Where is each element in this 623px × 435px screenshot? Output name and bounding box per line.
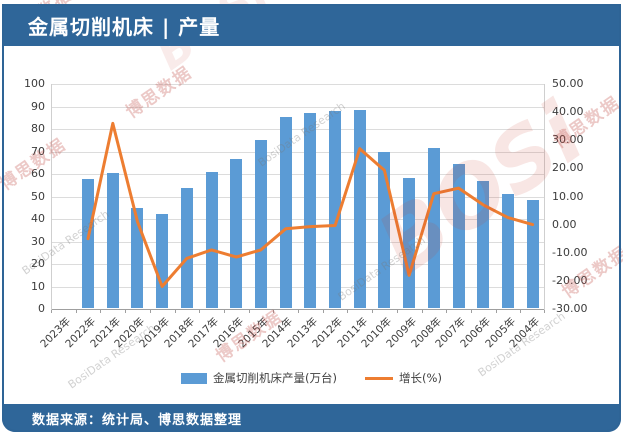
left-axis-tick-label: 70 <box>31 144 45 158</box>
x-tick-mark <box>372 310 374 313</box>
plot-area <box>51 84 545 313</box>
x-tick-mark <box>520 310 522 313</box>
gridline <box>51 219 545 220</box>
legend-label-growth: 增长(%) <box>399 371 442 385</box>
left-axis-tick-label: 100 <box>24 77 45 90</box>
x-tick-mark <box>446 310 448 313</box>
left-axis-line <box>51 84 52 310</box>
left-axis-tick-label: 20 <box>31 257 45 270</box>
right-axis-tick-label: 40.00 <box>552 105 584 119</box>
right-axis-tick-label: 10.00 <box>552 189 584 203</box>
gridline <box>51 286 545 288</box>
gridline <box>51 151 545 153</box>
production-bar[interactable] <box>452 164 465 308</box>
left-axis-tick-label: 90 <box>31 99 45 113</box>
x-tick-mark <box>396 310 398 313</box>
gridline <box>51 264 545 265</box>
right-axis-tick-label: 30.00 <box>552 133 584 147</box>
header-band: 金属切削机床 | 产量 <box>2 4 621 46</box>
page-title: 金属切削机床 | 产量 <box>28 14 221 39</box>
x-tick-mark <box>100 310 102 313</box>
right-axis-tick-label: 0.00 <box>552 217 577 231</box>
left-axis-tick-label: 30 <box>31 234 45 248</box>
right-axis-tick-label: -30.00 <box>552 302 588 315</box>
x-tick-mark <box>495 310 497 313</box>
production-bar[interactable] <box>279 116 292 308</box>
left-axis-tick-label: 10 <box>31 279 45 293</box>
x-tick-mark <box>544 310 545 313</box>
left-axis-tick-label: 50 <box>31 189 45 203</box>
x-tick-mark <box>75 310 77 313</box>
x-tick-mark <box>322 310 324 313</box>
x-tick-mark <box>273 310 275 313</box>
x-tick-mark <box>149 310 151 313</box>
gridline <box>51 174 545 175</box>
x-axis-line <box>51 309 545 310</box>
production-bar[interactable] <box>254 139 267 308</box>
production-bar[interactable] <box>329 111 342 308</box>
x-tick-mark <box>298 310 299 313</box>
x-tick-mark <box>174 310 176 313</box>
right-axis-line <box>544 84 545 310</box>
legend-item-growth[interactable]: 增长(%) <box>365 370 442 386</box>
production-bar[interactable] <box>378 152 391 308</box>
production-bar[interactable] <box>304 112 317 308</box>
left-axis-tick-label: 0 <box>38 302 45 315</box>
right-axis-tick-label: -20.00 <box>552 273 588 287</box>
data-source-text: 数据来源：统计局、博思数据整理 <box>32 412 243 428</box>
legend: 金属切削机床产量(万台) 增长(%) <box>0 370 623 386</box>
production-bar[interactable] <box>82 179 95 308</box>
bar-swatch-icon <box>181 372 208 384</box>
line-swatch-icon <box>365 376 394 380</box>
left-axis-tick-label: 80 <box>31 122 45 135</box>
x-tick-mark <box>125 310 127 313</box>
x-tick-mark <box>199 310 201 313</box>
right-axis-tick-label: 50.00 <box>552 77 584 90</box>
legend-label-production: 金属切削机床产量(万台) <box>213 371 338 385</box>
production-bar[interactable] <box>427 148 440 308</box>
gridline <box>51 106 545 108</box>
footer-band: 数据来源：统计局、博思数据整理 <box>2 404 621 432</box>
production-bar[interactable] <box>180 187 193 308</box>
legend-item-production[interactable]: 金属切削机床产量(万台) <box>181 370 337 386</box>
left-axis-tick-label: 40 <box>31 212 45 225</box>
production-bar[interactable] <box>205 172 218 308</box>
x-tick-mark <box>51 310 52 313</box>
production-bar[interactable] <box>403 177 416 308</box>
production-bar[interactable] <box>501 194 514 308</box>
growth-polyline <box>86 121 535 288</box>
gridline <box>51 129 545 130</box>
gridline <box>51 241 545 243</box>
gridline <box>51 196 545 198</box>
production-bar[interactable] <box>526 200 539 308</box>
production-bar[interactable] <box>477 180 490 308</box>
gridline <box>51 84 545 85</box>
x-tick-mark <box>470 310 472 313</box>
right-axis-tick-label: -10.00 <box>552 245 588 259</box>
x-tick-mark <box>421 310 423 313</box>
growth-line[interactable] <box>51 84 545 309</box>
production-bar[interactable] <box>106 172 119 308</box>
production-bar[interactable] <box>230 158 243 308</box>
x-tick-mark <box>347 310 349 313</box>
left-axis-tick-label: 60 <box>31 167 45 180</box>
right-axis-tick-label: 20.00 <box>552 161 584 175</box>
x-tick-mark <box>248 310 250 313</box>
x-tick-mark <box>223 310 225 313</box>
